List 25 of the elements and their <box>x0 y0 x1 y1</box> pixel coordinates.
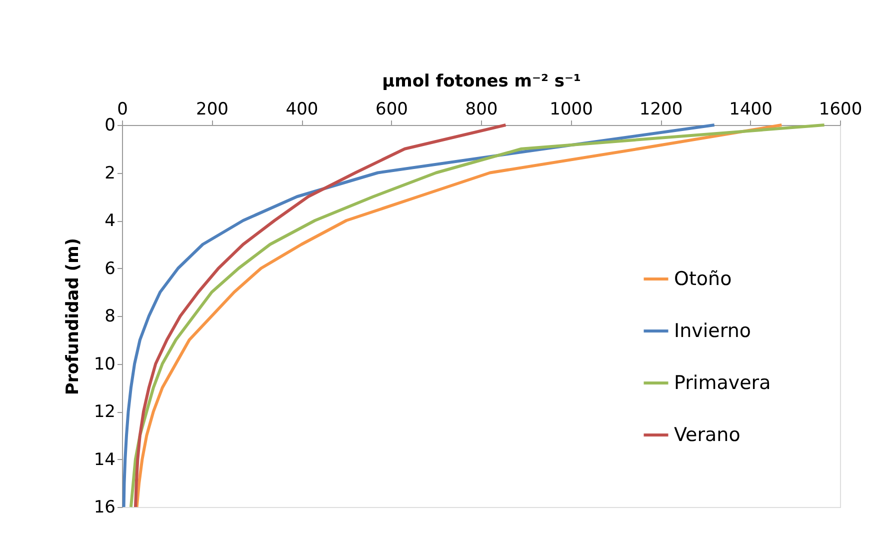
x-tick-label: 400 <box>286 100 318 120</box>
x-tick-label: 800 <box>465 100 498 120</box>
x-tick-label: 0 <box>117 100 128 120</box>
y-tick-label: 0 <box>104 116 116 136</box>
y-tick-label: 14 <box>94 450 116 470</box>
line-series <box>134 124 508 508</box>
x-axis-title: μmol fotones m⁻² s⁻¹ <box>382 72 581 92</box>
legend-label: Invierno <box>674 320 752 342</box>
y-tick-label: 2 <box>104 163 116 184</box>
x-tick-label: 1600 <box>818 100 862 120</box>
x-tick-label: 600 <box>376 100 408 120</box>
x-tick-label: 1200 <box>639 100 683 120</box>
y-tick-label: 12 <box>94 402 116 422</box>
y-tick-label: 6 <box>104 258 116 279</box>
legend-label: Otoño <box>674 268 732 290</box>
y-tick-label: 16 <box>94 498 116 518</box>
x-tick-label: 200 <box>196 100 228 120</box>
y-tick-label: 4 <box>104 211 116 231</box>
legend-label: Primavera <box>674 372 771 394</box>
x-tick-label: 1400 <box>729 100 772 120</box>
x-tick-label: 1000 <box>550 100 593 120</box>
y-tick-label: 10 <box>94 354 116 374</box>
y-tick-label: 8 <box>104 306 116 326</box>
y-axis-title: Profundidad (m) <box>62 238 83 396</box>
legend-label: Verano <box>674 424 740 446</box>
